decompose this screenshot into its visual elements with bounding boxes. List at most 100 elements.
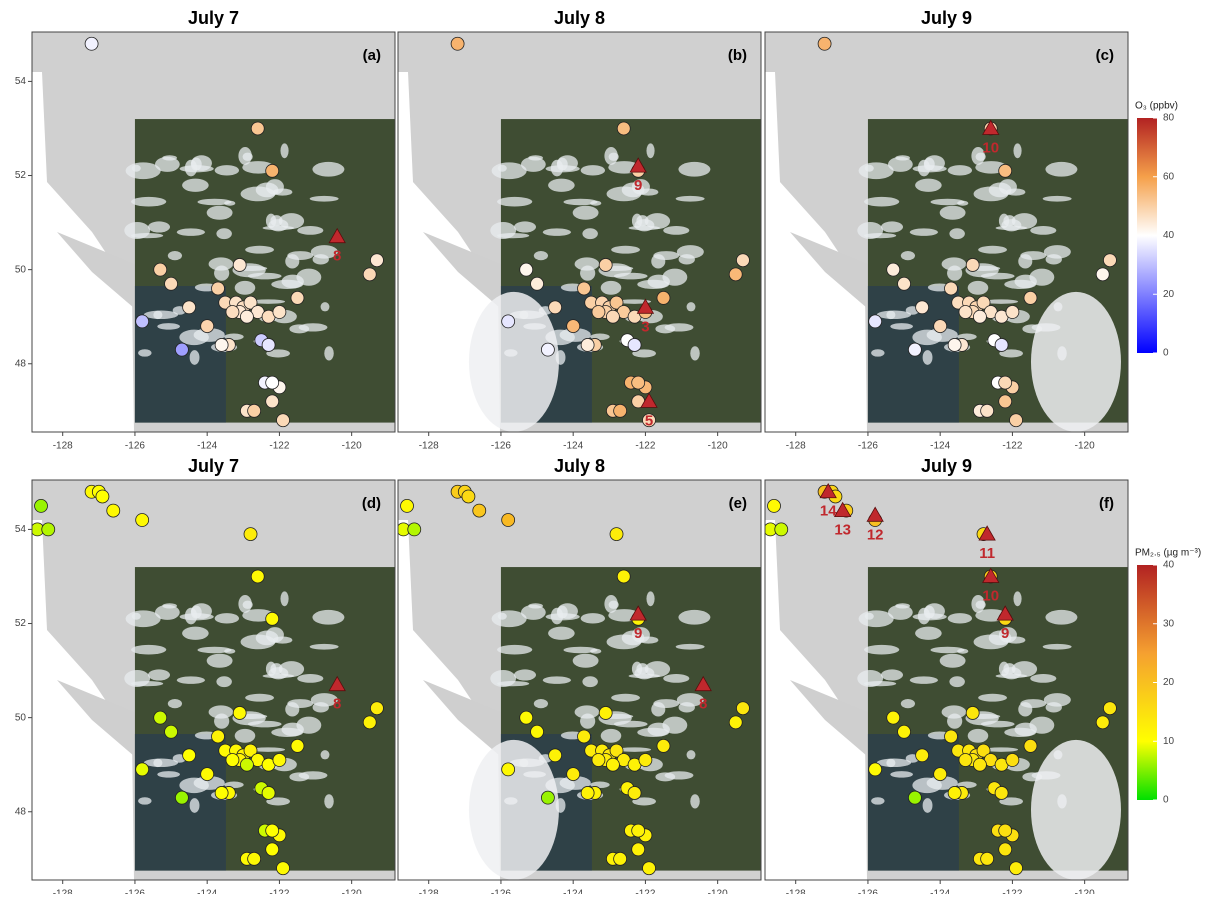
x-tick-label: -126 — [858, 441, 878, 452]
snow — [177, 228, 205, 236]
station — [549, 749, 562, 762]
snow — [324, 346, 334, 360]
snow — [528, 155, 543, 160]
station — [606, 758, 619, 771]
station — [999, 824, 1012, 837]
snow — [690, 346, 700, 360]
snow — [245, 246, 274, 254]
cloud — [469, 292, 559, 432]
snow — [268, 219, 288, 231]
snow — [930, 647, 964, 653]
snow — [677, 245, 704, 259]
x-tick-label: -122 — [635, 889, 655, 894]
station — [632, 824, 645, 837]
snow — [915, 627, 942, 640]
snow — [573, 654, 599, 668]
x-tick-label: -128 — [53, 889, 73, 894]
y-tick-label: 50 — [15, 712, 27, 723]
fire-label: 3 — [641, 318, 649, 335]
station — [981, 404, 994, 417]
snow — [299, 323, 328, 331]
fire-label: 8 — [333, 696, 341, 713]
station — [1103, 702, 1116, 715]
snow — [890, 323, 913, 330]
station — [277, 862, 290, 875]
snow — [646, 591, 654, 606]
snow — [191, 606, 202, 619]
fire-label: 9 — [1001, 625, 1009, 642]
station — [462, 490, 475, 503]
x-tick-label: -120 — [1075, 441, 1095, 452]
snow — [1020, 251, 1046, 260]
station — [628, 338, 641, 351]
x-tick-label: -128 — [53, 441, 73, 452]
station — [215, 786, 228, 799]
x-tick-label: -122 — [1002, 441, 1022, 452]
station — [1096, 716, 1109, 729]
snow — [268, 667, 288, 679]
snow — [148, 221, 170, 232]
station — [1010, 414, 1023, 427]
station — [898, 277, 911, 290]
snow — [877, 759, 911, 767]
station — [581, 338, 594, 351]
snow — [949, 676, 964, 687]
snow — [1006, 188, 1026, 195]
station — [226, 306, 239, 319]
y-tick-label: 52 — [15, 170, 27, 181]
station — [916, 749, 929, 762]
station — [291, 291, 304, 304]
cloud — [1031, 740, 1121, 880]
station — [606, 310, 619, 323]
snow — [497, 197, 532, 207]
station — [736, 702, 749, 715]
snow — [182, 179, 209, 192]
snow — [864, 645, 899, 655]
station — [592, 754, 605, 767]
x-tick-label: -128 — [786, 889, 806, 894]
y-tick-label: 54 — [15, 524, 27, 535]
station — [736, 254, 749, 267]
map-panel: 98 — [397, 480, 761, 880]
station — [502, 315, 515, 328]
station — [520, 711, 533, 724]
station — [266, 824, 279, 837]
snow — [215, 613, 239, 623]
figure: 8July 7(a)-128-126-124-122-1204850525493… — [0, 0, 1213, 894]
snow — [968, 729, 989, 743]
snow — [144, 759, 178, 767]
snow — [162, 155, 177, 160]
station — [995, 338, 1008, 351]
station — [887, 263, 900, 276]
snow — [132, 165, 141, 172]
colorbar-tick-label: 40 — [1163, 230, 1175, 241]
snow — [978, 246, 1007, 254]
snow — [177, 676, 205, 684]
snow — [235, 729, 256, 743]
snow — [216, 676, 231, 687]
station — [251, 122, 264, 135]
fire-label: 10 — [982, 587, 999, 604]
snow — [1044, 693, 1071, 707]
station — [240, 758, 253, 771]
colorbar-title: O₃ (ppbv) — [1135, 101, 1178, 112]
station — [201, 320, 214, 333]
station — [273, 754, 286, 767]
cloud — [1031, 292, 1121, 432]
colorbar-tick-label: 20 — [1163, 289, 1175, 300]
station — [610, 528, 623, 541]
snow — [857, 670, 883, 687]
snow — [238, 147, 251, 165]
station — [599, 258, 612, 271]
station — [729, 268, 742, 281]
station — [999, 376, 1012, 389]
x-tick-label: -124 — [930, 441, 950, 452]
snow — [877, 311, 911, 319]
station — [244, 528, 257, 541]
snow — [312, 610, 344, 625]
snow — [1044, 245, 1071, 259]
snow — [557, 606, 568, 619]
snow — [665, 771, 694, 779]
snow — [131, 197, 166, 207]
y-tick-label: 50 — [15, 264, 27, 275]
